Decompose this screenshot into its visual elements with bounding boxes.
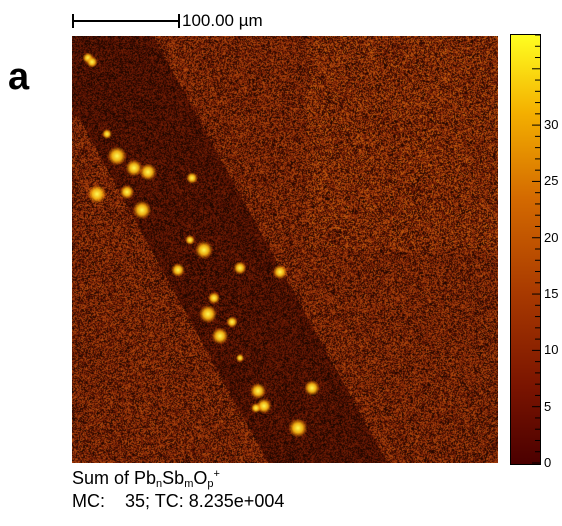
colorbar-tick-label: 0 xyxy=(544,455,552,470)
formula-sub-p: p xyxy=(207,478,214,490)
formula-o: O xyxy=(193,468,208,488)
scale-bar: 100.00 µm xyxy=(72,8,372,32)
formula-prefix: Sum of Pb xyxy=(72,468,157,488)
colorbar-tick-label: 25 xyxy=(544,173,559,189)
colorbar-tick-label: 5 xyxy=(544,398,552,414)
tc-label: TC: xyxy=(154,491,184,512)
formula-sub-m: m xyxy=(184,478,194,490)
formula-sub-n: n xyxy=(156,478,163,490)
ion-map-image xyxy=(72,36,498,463)
colorbar-tick-label: 15 xyxy=(544,286,559,302)
mc-label: MC: xyxy=(72,491,105,512)
counts-line: MC: 35; TC: 8.235e+004 xyxy=(72,491,285,512)
caption: Sum of PbnSbmOp+ MC: 35; TC: 8.235e+004 xyxy=(72,468,284,513)
colorbar-tick-label: 30 xyxy=(544,117,559,133)
colorbar: 0 5 10 15 20 25 30 xyxy=(510,34,562,470)
colorbar-tick-label: 20 xyxy=(544,229,559,245)
panel-label: a xyxy=(8,56,30,98)
formula-line: Sum of PbnSbmOp+ xyxy=(72,468,284,491)
formula-charge: + xyxy=(213,468,220,480)
colorbar-ticks xyxy=(532,34,540,464)
mc-value: 35 xyxy=(125,491,146,512)
ion-map-canvas xyxy=(72,36,498,463)
colorbar-tick-label: 10 xyxy=(544,342,559,358)
formula-sb: Sb xyxy=(162,468,185,488)
tc-value: 8.235e+004 xyxy=(188,491,285,512)
scale-bar-label: 100.00 µm xyxy=(182,11,263,30)
scale-bar-line xyxy=(72,14,180,28)
